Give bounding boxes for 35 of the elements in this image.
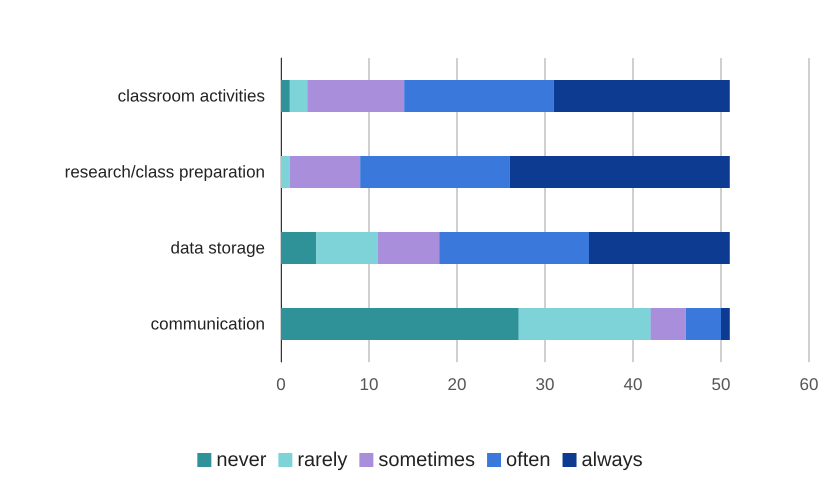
x-tick-label: 60	[800, 375, 818, 394]
bar	[510, 156, 730, 188]
y-tick-label: classroom activities	[118, 86, 265, 106]
legend-label: sometimes	[378, 449, 476, 471]
bar	[439, 232, 589, 264]
y-tick-label: data storage	[170, 238, 265, 258]
x-tick-label: 10	[360, 375, 378, 394]
y-tick-label: research/class preparation	[64, 162, 265, 182]
bar	[290, 156, 360, 188]
bar	[281, 80, 290, 112]
x-tick-label: 40	[624, 375, 642, 394]
bar	[360, 156, 510, 188]
bar	[650, 308, 686, 340]
legend-label: rarely	[297, 449, 348, 471]
bar	[281, 232, 316, 264]
bar	[404, 80, 554, 112]
bar	[316, 232, 378, 264]
x-tick-label: 50	[712, 375, 730, 394]
bar	[686, 308, 721, 340]
bar	[554, 80, 730, 112]
x-tick-label: 30	[536, 375, 554, 394]
y-tick-label: communication	[150, 314, 265, 334]
bar	[518, 308, 651, 340]
bar	[589, 232, 730, 264]
bar	[281, 156, 290, 188]
legend-label: always	[582, 449, 643, 471]
x-tick-label: 0	[276, 375, 286, 394]
bar	[378, 232, 440, 264]
legend-label: never	[216, 449, 267, 471]
x-tick-label: 20	[448, 375, 466, 394]
legend-label: often	[506, 449, 551, 471]
bar	[721, 308, 730, 340]
bar	[307, 80, 404, 112]
bar	[290, 80, 308, 112]
bar	[281, 308, 519, 340]
